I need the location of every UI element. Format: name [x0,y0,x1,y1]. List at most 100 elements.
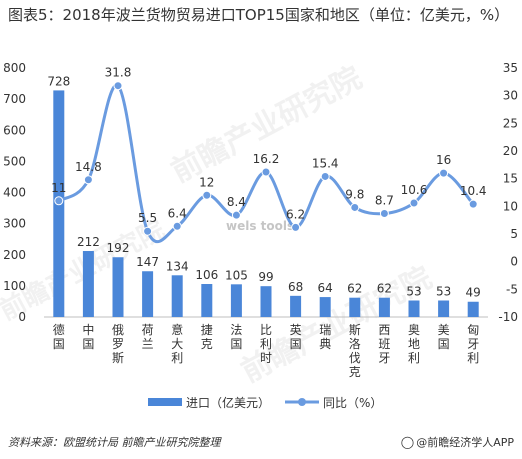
line-point [143,226,153,236]
legend: 进口（亿美元） 同比（%） [148,395,382,410]
bar [319,297,331,317]
y-left-tick-label: 200 [3,248,26,262]
line-value-label: 5.5 [138,211,157,225]
x-tick-label: 荷兰 [142,323,154,351]
line-value-label: 8.7 [375,194,394,208]
x-tick-label: 俄罗斯 [112,323,124,365]
x-tick-label: 西班牙 [378,323,390,365]
y-right-tick-label: 15 [503,172,518,186]
line-point [468,199,478,209]
bar-value-label: 64 [318,281,333,295]
y-right-tick-label: 35 [503,61,518,75]
x-tick-label: 斯洛伐克 [349,323,361,379]
y-left-tick-label: 800 [3,61,26,75]
line-point [113,81,123,91]
line-value-label: 12 [199,175,214,189]
line-point [172,221,182,231]
line-point [261,167,271,177]
y-right-tick-label: 5 [510,227,518,241]
chart-title: 图表5：2018年波兰货物贸易进口TOP15国家和地区（单位：亿美元，%） [8,6,510,24]
line-point [409,198,419,208]
line-point [202,190,212,200]
line-point [379,209,389,219]
data-labels: 728 212 192 147 134 106 105 99 68 64 62 62 53 53 49 11 1… [47,66,486,300]
line-value-label: 10.4 [460,184,487,198]
bar [378,297,390,317]
bar [467,301,479,317]
bar [171,275,183,317]
bar-value-label: 62 [347,282,362,296]
line-value-label: 15.4 [312,156,339,170]
axes: 0 100 200 300 400 500 600 700 800 -10 -5 0 5 10 15 20 25… [3,61,518,379]
line-value-label: 11 [51,181,66,195]
x-tick-label: 捷克 [201,323,213,351]
line-value-label: 8.4 [227,195,246,209]
y-right-tick-label: 30 [503,89,518,103]
bar-value-label: 192 [107,241,130,255]
bar-value-label: 728 [47,74,70,88]
y-right-tick-label: 20 [503,144,518,158]
x-tick-label: 匈牙利 [467,323,479,365]
yoy-line [54,81,478,244]
line-point [320,171,330,181]
line-point [54,196,64,206]
bar [260,286,272,317]
bar [438,300,450,317]
legend-line-marker [298,398,306,406]
bar [82,251,94,317]
bar-value-label: 147 [136,255,159,269]
bar-value-label: 49 [466,286,481,300]
legend-bar-label: 进口（亿美元） [186,395,270,410]
bar [142,271,154,317]
line-point [291,222,301,232]
x-tick-label: 美国 [438,323,450,351]
y-left-tick-label: 0 [18,310,26,324]
line-point [231,210,241,220]
line-point [439,168,449,178]
bar-value-label: 212 [77,235,100,249]
y-left-tick-label: 700 [3,92,26,106]
x-tick-label: 德国 [53,322,65,351]
line-value-label: 16 [436,153,451,167]
brand-label: @前瞻经济学人APP [416,436,514,449]
y-right-tick-label: 0 [510,255,518,269]
y-left-tick-label: 500 [3,154,26,168]
bar [349,297,361,317]
legend-bar-swatch [148,398,182,406]
bar [230,284,242,317]
x-tick-label: 奥地利 [408,323,420,365]
line-point [83,175,93,185]
line-value-label: 6.2 [286,207,305,221]
x-tick-label: 比利时 [260,323,272,365]
y-right-tick-label: 10 [503,199,518,213]
line-value-label: 14.8 [75,160,102,174]
y-right-tick-label: 25 [503,116,518,130]
y-right-tick-label: -5 [506,282,518,296]
x-tick-label: 英国 [290,323,302,351]
x-tick-label: 意大利 [171,322,183,365]
legend-line-label: 同比（%） [323,396,382,410]
y-left-tick-label: 600 [3,123,26,137]
y-left-tick-label: 300 [3,217,26,231]
source-note: 资料来源：欧盟统计局 前瞻产业研究院整理 [8,436,221,449]
y-left-tick-label: 100 [3,279,26,293]
bar-value-label: 99 [258,270,273,284]
line-point [350,202,360,212]
line-value-label: 6.4 [168,206,187,220]
x-tick-label: 中国 [82,322,94,351]
x-tick-label: 瑞典 [319,323,331,351]
bar-value-label: 134 [166,259,189,273]
bar-value-label: 53 [406,285,421,299]
y-left-tick-label: 400 [3,186,26,200]
line-value-label: 9.8 [345,187,364,201]
x-tick-label: 法国 [230,323,242,351]
line-value-label: 16.2 [253,152,280,166]
bar-value-label: 53 [436,285,451,299]
bar-value-label: 105 [225,268,248,282]
brand: ◯ @前瞻经济学人APP [401,434,514,450]
brand-logo-icon: ◯ [400,435,415,449]
bar-value-label: 106 [195,268,218,282]
bar [112,257,124,317]
bar [408,300,420,317]
